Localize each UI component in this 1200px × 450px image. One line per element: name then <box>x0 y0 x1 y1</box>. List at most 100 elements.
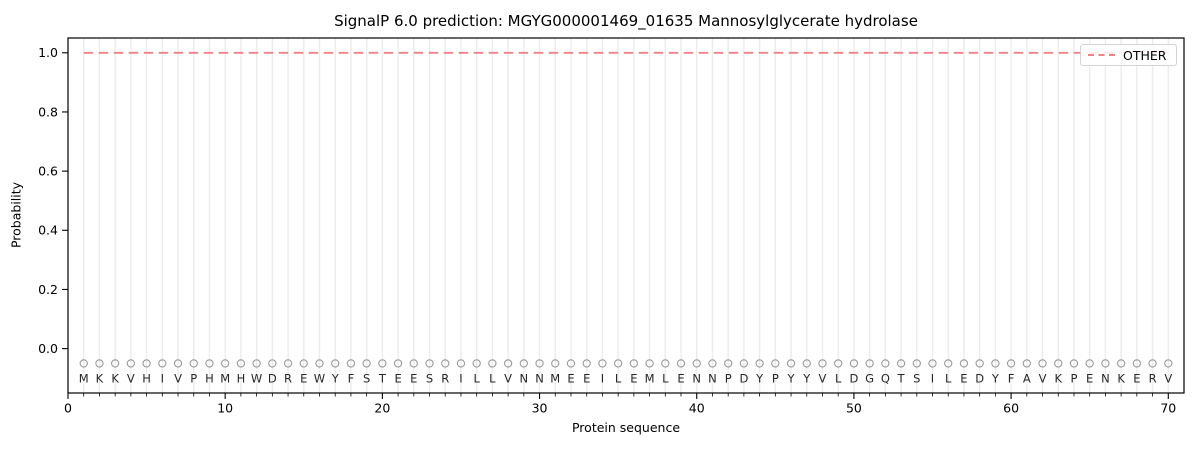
residue-letter: V <box>1039 371 1047 385</box>
y-tick-label: 0.2 <box>38 282 58 297</box>
residue-marker <box>1006 359 1016 368</box>
residue-letter: Y <box>991 371 1000 385</box>
residue-marker <box>818 359 827 368</box>
residue-letter: I <box>601 371 604 385</box>
residue-marker <box>205 359 214 368</box>
residue-letter: R <box>284 371 292 385</box>
residue-marker <box>676 359 686 368</box>
residue-letter: N <box>520 371 529 385</box>
x-axis-label: Protein sequence <box>571 420 681 435</box>
residue-letter: E <box>394 371 401 385</box>
legend-label-other: OTHER <box>1123 47 1167 63</box>
x-tick-label: 40 <box>689 401 705 416</box>
residue-letter: Y <box>787 371 796 385</box>
y-tick-label: 0.0 <box>38 341 58 356</box>
residue-letter: L <box>835 371 842 385</box>
residue-letter: E <box>300 371 307 385</box>
residue-letter: M <box>220 371 230 385</box>
residue-letter: P <box>725 371 732 385</box>
residue-letter: A <box>1023 371 1031 385</box>
residue-marker <box>142 359 151 368</box>
x-tick-label: 0 <box>64 401 72 416</box>
residue-marker <box>724 359 733 368</box>
residue-marker <box>519 359 528 368</box>
residue-marker <box>1116 359 1126 368</box>
residue-letter: L <box>489 371 496 385</box>
y-tick-label: 0.8 <box>38 104 58 119</box>
residue-marker <box>912 359 921 368</box>
residue-marker <box>378 359 387 368</box>
residue-letter: S <box>363 371 370 385</box>
residue-letter: V <box>1164 371 1172 385</box>
x-tick-label: 30 <box>532 401 548 416</box>
residue-marker <box>221 359 230 368</box>
residue-letter: P <box>1071 371 1078 385</box>
residue-marker <box>1022 359 1031 368</box>
residue-letter: K <box>1117 371 1125 385</box>
y-axis-label: Probability <box>8 181 24 249</box>
plot-border <box>67 37 1185 394</box>
residue-marker <box>865 359 874 368</box>
residue-marker <box>393 359 403 368</box>
residue-marker <box>362 359 371 368</box>
residue-marker <box>283 359 293 368</box>
residue-marker <box>1069 359 1079 368</box>
residue-marker <box>299 359 308 368</box>
residue-letter: E <box>677 371 684 385</box>
residue-marker <box>236 359 246 368</box>
residue-marker <box>598 359 607 368</box>
chart-title: SignalP 6.0 prediction: MGYG000001469_01… <box>334 12 918 30</box>
residue-letter: S <box>913 371 920 385</box>
residue-marker <box>786 359 796 368</box>
residue-marker <box>849 359 859 368</box>
residue-letter: W <box>251 371 262 385</box>
residue-letter: F <box>1008 371 1015 385</box>
residue-letter: V <box>127 371 135 385</box>
residue-marker <box>189 359 198 368</box>
residue-letter: P <box>190 371 197 385</box>
residue-letter: E <box>630 371 637 385</box>
residue-marker <box>551 359 560 368</box>
residue-marker <box>739 359 749 368</box>
residue-marker <box>331 359 340 368</box>
y-tick-label: 0.4 <box>38 223 58 238</box>
x-tick-label: 50 <box>846 401 862 416</box>
residue-marker <box>1054 359 1063 368</box>
residue-marker <box>111 359 120 368</box>
residue-marker <box>126 359 136 368</box>
residue-letter: F <box>348 371 355 385</box>
residue-marker <box>441 359 450 368</box>
residue-letter: S <box>426 371 433 385</box>
residue-letter: L <box>473 371 480 385</box>
residue-marker <box>315 359 324 368</box>
residue-letter: L <box>945 371 952 385</box>
residue-marker <box>629 359 639 368</box>
residue-marker <box>456 359 466 368</box>
y-tick-label: 0.6 <box>38 163 58 178</box>
residue-letter: D <box>975 371 984 385</box>
residue-letter: L <box>615 371 622 385</box>
residue-marker <box>1148 359 1157 368</box>
residue-marker <box>488 359 497 368</box>
residue-marker <box>1164 359 1173 368</box>
residue-letter: D <box>268 371 277 385</box>
residue-marker <box>1038 359 1047 368</box>
residue-marker <box>503 359 513 368</box>
residue-letter: W <box>314 371 325 385</box>
residue-letter: M <box>79 371 89 385</box>
residue-marker <box>944 359 953 368</box>
residue-marker <box>1101 359 1110 368</box>
residue-letter: I <box>161 371 164 385</box>
residue-letter: R <box>1149 371 1157 385</box>
residue-marker <box>708 359 717 368</box>
residue-marker <box>535 359 544 368</box>
residue-marker <box>661 359 670 368</box>
x-tick-label: 20 <box>374 401 390 416</box>
residue-marker <box>881 359 890 368</box>
residue-marker <box>268 359 277 368</box>
residue-letter: V <box>504 371 512 385</box>
residue-marker <box>613 359 623 368</box>
residue-letter: V <box>819 371 827 385</box>
